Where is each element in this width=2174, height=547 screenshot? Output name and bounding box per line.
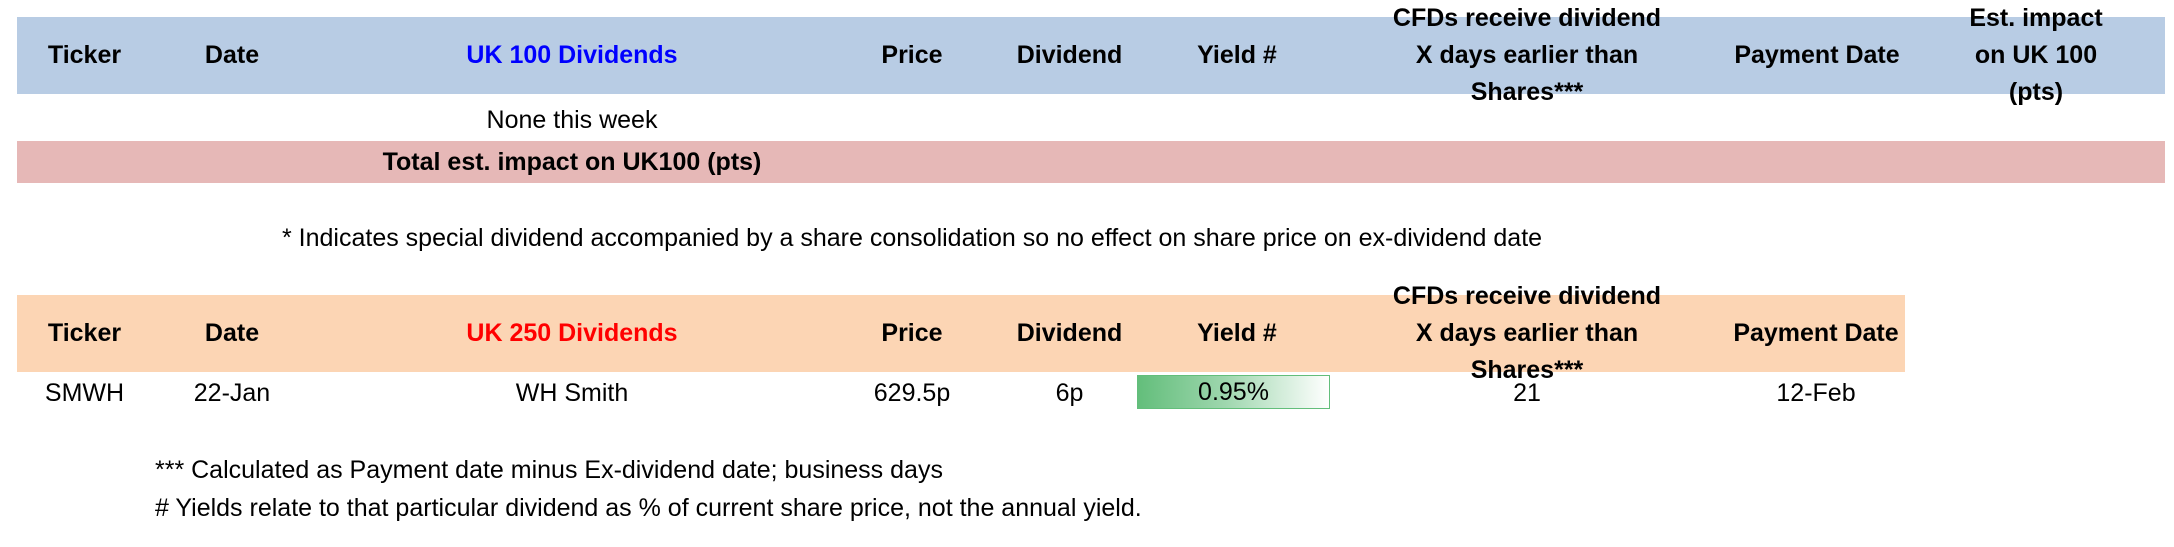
uk250-header-row: Ticker Date UK 250 Dividends Price Divid…: [17, 282, 1905, 384]
uk100-empty-row: None this week: [17, 100, 2165, 140]
uk250-header-price: Price: [881, 319, 943, 347]
uk250-cell-dividend: 6p: [1055, 378, 1084, 407]
uk250-cell-price: 629.5p: [873, 378, 951, 407]
uk250-header-ticker: Ticker: [47, 319, 122, 347]
uk100-header-yield: Yield #: [1197, 41, 1277, 69]
footnote-calculation: *** Calculated as Payment date minus Ex-…: [155, 456, 943, 484]
uk250-header-date: Date: [204, 319, 260, 347]
uk250-cell-payment-date: 12-Feb: [1776, 378, 1856, 407]
uk250-cell-ticker: SMWH: [44, 378, 125, 407]
table-row: SMWH 22-Jan WH Smith 629.5p 6p 0.95% 21 …: [17, 372, 2165, 414]
uk100-header-title: UK 100 Dividends: [466, 41, 678, 69]
uk100-header-row: Ticker Date UK 100 Dividends Price Divid…: [17, 4, 2165, 106]
uk250-header-dividend: Dividend: [1016, 319, 1123, 347]
uk100-header-dividend: Dividend: [1016, 41, 1123, 69]
footnote-yield: # Yields relate to that particular divid…: [155, 494, 1142, 522]
uk100-none-text: None this week: [486, 105, 658, 134]
uk250-cell-name: WH Smith: [515, 378, 629, 407]
uk100-header-ticker: Ticker: [47, 41, 122, 69]
uk100-header-price: Price: [881, 41, 943, 69]
uk250-header-cfd: CFDs receive dividend X days earlier tha…: [1392, 282, 1662, 384]
special-dividend-note: * Indicates special dividend accompanied…: [282, 224, 1543, 252]
uk250-header-yield: Yield #: [1197, 319, 1277, 347]
uk100-total-row: Total est. impact on UK100 (pts): [17, 141, 2165, 183]
uk250-header-title: UK 250 Dividends: [466, 319, 678, 347]
uk100-total-label: Total est. impact on UK100 (pts): [382, 147, 762, 176]
uk250-cell-cfd-days: 21: [1513, 378, 1541, 407]
uk250-cell-date: 22-Jan: [193, 378, 271, 407]
uk250-cell-yield: 0.95%: [1137, 375, 1330, 409]
uk100-header-impact: Est. impact on UK 100 (pts): [1969, 4, 2103, 106]
uk250-header-payment-date: Payment Date: [1733, 319, 1899, 347]
uk100-header-date: Date: [204, 41, 260, 69]
uk100-header-cfd: CFDs receive dividend X days earlier tha…: [1392, 4, 1662, 106]
uk100-header-payment-date: Payment Date: [1734, 41, 1900, 69]
